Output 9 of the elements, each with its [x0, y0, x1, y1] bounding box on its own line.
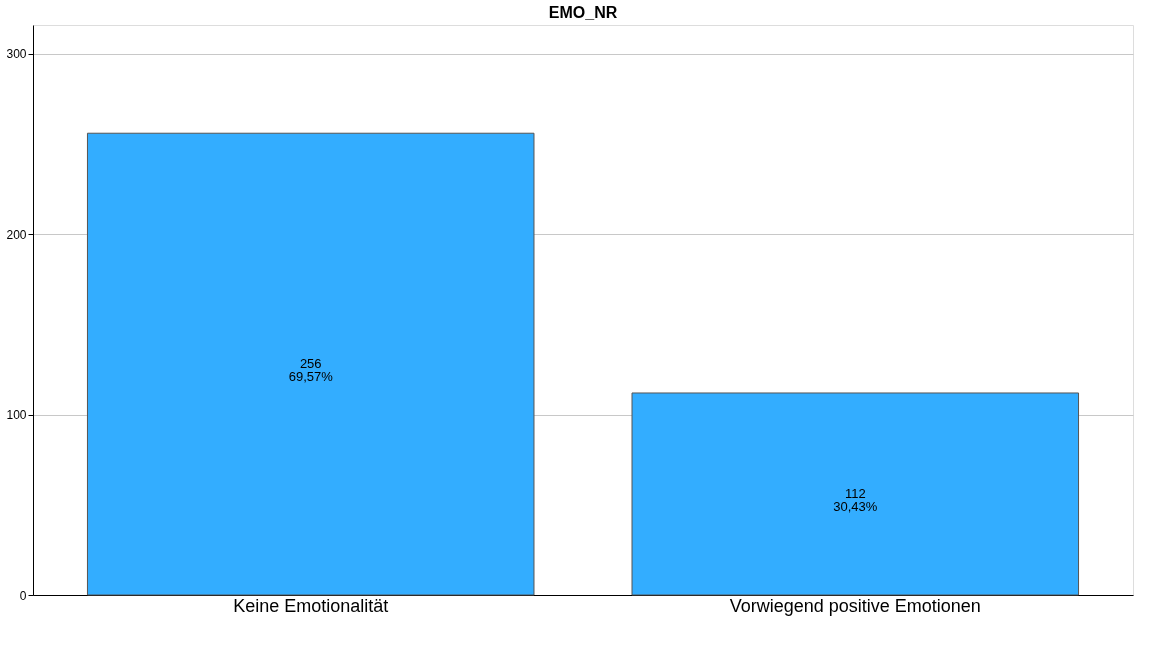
data-label: 112 30,43%	[833, 485, 878, 514]
x-tick-label: Vorwiegend positive Emotionen	[729, 595, 981, 616]
y-tick-label: 100	[6, 408, 27, 423]
data-label: 256 69,57%	[288, 356, 334, 385]
x-tick-label: Keine Emotionalität	[233, 595, 389, 616]
y-tick-label: 300	[6, 47, 27, 62]
y-tick-label: 200	[6, 227, 27, 242]
chart-title: EMO_NR	[548, 4, 618, 21]
y-tick-label: 0	[19, 588, 27, 603]
